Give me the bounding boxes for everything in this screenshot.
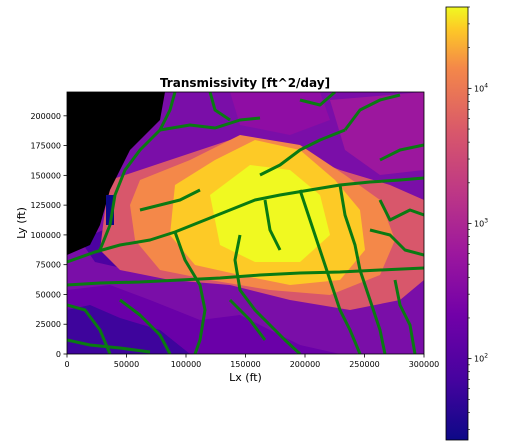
y-axis: 0 25000 50000 75000 100000 125000 150000 175000… [30, 112, 67, 359]
overlay-lines [67, 92, 424, 354]
colorbar-tick-label: 102 [474, 353, 488, 364]
x-tick-label: 0 [64, 360, 69, 369]
x-tick-label: 300000 [409, 360, 440, 369]
y-tick-label: 0 [56, 350, 61, 359]
heatmap-low-region [67, 305, 190, 354]
masked-region [67, 92, 165, 255]
x-tick-label: 100000 [171, 360, 202, 369]
y-tick-label: 200000 [30, 112, 61, 121]
heatmap [67, 92, 424, 354]
y-tick-label: 25000 [36, 320, 61, 329]
y-tick-label: 50000 [36, 290, 61, 299]
x-tick-label: 50000 [114, 360, 139, 369]
x-tick-label: 150000 [230, 360, 261, 369]
y-axis-label: Ly (ft) [15, 207, 28, 239]
x-axis: 0 50000 100000 150000 200000 250000 300000 [64, 354, 439, 369]
colorbar-tick-label: 103 [474, 218, 488, 229]
chart-title: Transmissivity [ft^2/day] [160, 76, 330, 90]
heatmap-mid-region [330, 92, 424, 175]
x-tick-label: 250000 [349, 360, 380, 369]
y-tick-label: 75000 [36, 261, 61, 270]
y-tick-label: 125000 [30, 201, 61, 210]
colorbar-axis: 102 103 104 [468, 6, 488, 430]
colorbar [445, 6, 469, 441]
y-tick-label: 100000 [30, 231, 61, 240]
x-axis-label: Lx (ft) [229, 371, 262, 384]
x-tick-label: 200000 [290, 360, 321, 369]
colorbar-tick-label: 104 [474, 82, 488, 93]
y-tick-label: 150000 [30, 171, 61, 180]
y-tick-label: 175000 [30, 142, 61, 151]
heatmap-low-region [106, 195, 114, 225]
